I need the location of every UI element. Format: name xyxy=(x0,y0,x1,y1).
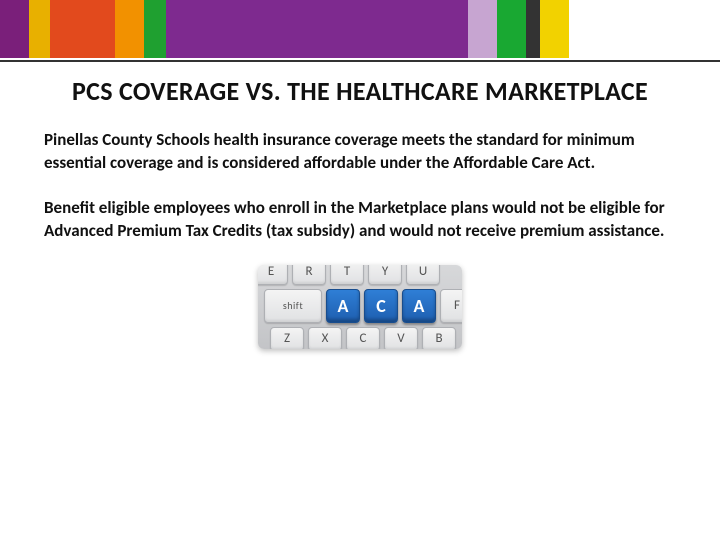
header-bar xyxy=(526,0,540,58)
header-bar xyxy=(115,0,144,58)
header-bar xyxy=(569,0,720,58)
keyboard-key: shift xyxy=(264,289,322,323)
header-bar xyxy=(468,0,497,58)
keyboard-key: F xyxy=(440,289,462,323)
header-bar xyxy=(144,0,166,58)
keyboard-key: C xyxy=(346,327,380,349)
keyboard-key: V xyxy=(384,327,418,349)
keyboard-key: U xyxy=(406,265,440,285)
header-bar xyxy=(166,0,468,58)
keyboard-key: T xyxy=(330,265,364,285)
header-color-bars xyxy=(0,0,720,58)
keyboard-row-mid: shiftACAFG xyxy=(264,289,456,323)
keyboard-key: Y xyxy=(368,265,402,285)
header-bar xyxy=(50,0,115,58)
aca-keyboard-graphic: ERTYU shiftACAFG ZXCVB xyxy=(258,265,462,349)
aca-key-icon: A xyxy=(402,289,436,323)
keyboard-key: E xyxy=(258,265,288,285)
page-title: PCS COVERAGE VS. THE HEALTHCARE MARKETPL… xyxy=(40,76,680,107)
keyboard-key: B xyxy=(422,327,456,349)
keyboard-key: R xyxy=(292,265,326,285)
keyboard-key: Z xyxy=(270,327,304,349)
paragraph-1: Pinellas County Schools health insurance… xyxy=(44,129,676,175)
keyboard-key: X xyxy=(308,327,342,349)
header-bar xyxy=(540,0,569,58)
keyboard-row-top: ERTYU xyxy=(258,265,462,285)
header-bar xyxy=(29,0,51,58)
body-content: Pinellas County Schools health insurance… xyxy=(0,129,720,349)
header-bar xyxy=(497,0,526,58)
header-rule xyxy=(0,60,720,62)
paragraph-2: Benefit eligible employees who enroll in… xyxy=(44,197,676,243)
header-bar xyxy=(0,0,29,58)
aca-key-icon: A xyxy=(326,289,360,323)
aca-key-icon: C xyxy=(364,289,398,323)
keyboard-row-bot: ZXCVB xyxy=(270,327,462,349)
